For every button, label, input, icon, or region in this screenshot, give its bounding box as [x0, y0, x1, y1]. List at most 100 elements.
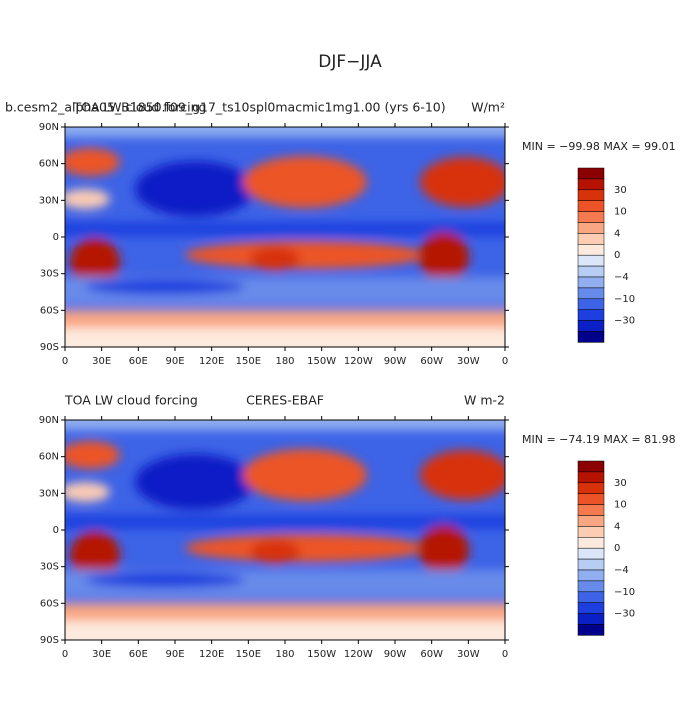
colorbar-box [577, 211, 605, 223]
lat-label: 30N [39, 195, 59, 206]
colorbar-label: −4 [614, 565, 629, 576]
colorbar-box [577, 222, 605, 234]
lon-label: 30E [92, 649, 111, 660]
lon-label: 0 [502, 649, 508, 660]
right-string: W/m² [471, 100, 505, 115]
lon-label: 150E [236, 356, 261, 367]
colorbar-box [577, 265, 605, 278]
colorbar-box [577, 167, 605, 180]
map-panel: b.cesm2_alpha05_B1850.f09_g17_ts10spl0ma… [5, 100, 676, 368]
colorbar-box [577, 482, 605, 494]
colorbar-label: −10 [614, 294, 635, 305]
lat-label: 0 [53, 232, 59, 243]
colorbar-label: 10 [614, 500, 627, 511]
figure-title: DJF−JJA [318, 52, 382, 72]
colorbar-box [577, 331, 605, 343]
colorbar-box [577, 537, 605, 549]
left-string: TOA LW cloud forcing [64, 393, 198, 408]
lon-label: 120E [199, 649, 224, 660]
colorbar-box [577, 547, 605, 560]
lon-label: 0 [62, 356, 68, 367]
lat-label: 60N [39, 452, 59, 463]
colorbar-box [577, 309, 605, 321]
lon-label: 90E [165, 356, 184, 367]
map-panel: TOA LW cloud forcing CERES-EBAF W m-2 MIN =… [39, 393, 676, 661]
lat-label: 60N [39, 159, 59, 170]
shaded-field [55, 410, 515, 651]
colorbar-label: 30 [614, 478, 627, 489]
lon-label: 60W [420, 356, 443, 367]
lon-label: 150W [307, 649, 336, 660]
colorbar-box [577, 276, 605, 289]
colorbar-box [577, 200, 605, 212]
lon-label: 90E [165, 649, 184, 660]
lat-label: 90N [39, 415, 59, 426]
center-string: CERES-EBAF [246, 393, 324, 408]
colorbar-box [577, 298, 605, 310]
colorbar-box [577, 591, 605, 603]
colorbar-label: 0 [614, 250, 620, 261]
lat-label: 90N [39, 122, 59, 133]
lat-label: 30S [40, 562, 59, 573]
colorbar-label: 4 [614, 228, 620, 239]
map-field [55, 410, 515, 651]
center-string: TOA LW cloud forcing [73, 100, 207, 115]
colorbar-box [577, 254, 605, 267]
colorbar-label: 30 [614, 185, 627, 196]
lat-label: 90S [40, 342, 59, 353]
colorbar-label: −30 [614, 609, 635, 620]
lon-label: 120E [199, 356, 224, 367]
colorbar-label: −10 [614, 587, 635, 598]
colorbar-box [577, 189, 605, 201]
min-max: MIN = −99.98 MAX = 99.01 [522, 140, 676, 153]
lon-label: 180 [275, 356, 294, 367]
colorbar-box [577, 178, 605, 191]
lon-label: 60E [129, 356, 148, 367]
lat-label: 30N [39, 488, 59, 499]
right-string: W m-2 [464, 393, 505, 408]
lon-label: 120W [344, 356, 373, 367]
lon-label: 90W [384, 356, 407, 367]
lon-label: 60E [129, 649, 148, 660]
lon-label: 30W [457, 649, 480, 660]
colorbar-label: 10 [614, 207, 627, 218]
lon-label: 30W [457, 356, 480, 367]
colorbar-box [577, 558, 605, 571]
left-string: b.cesm2_alpha05_B1850.f09_g17_ts10spl0ma… [5, 100, 446, 115]
colorbar-box [577, 580, 605, 593]
colorbar-box [577, 460, 605, 473]
lat-label: 0 [53, 525, 59, 536]
colorbar-label: 0 [614, 543, 620, 554]
colorbar-box [577, 624, 605, 636]
colorbar-box [577, 515, 605, 527]
colorbar-box [577, 504, 605, 516]
lon-label: 180 [275, 649, 294, 660]
map-field [55, 117, 515, 358]
lon-label: 90W [384, 649, 407, 660]
colorbar-box [577, 471, 605, 484]
lon-label: 150W [307, 356, 336, 367]
colorbar-box [577, 233, 605, 245]
colorbar-label: −30 [614, 316, 635, 327]
colorbar-box [577, 244, 605, 256]
min-max: MIN = −74.19 MAX = 81.98 [522, 433, 676, 446]
lat-label: 90S [40, 635, 59, 646]
colorbar-box [577, 602, 605, 614]
colorbar-box [577, 569, 605, 582]
colorbar-box [577, 320, 605, 332]
panels: b.cesm2_alpha05_B1850.f09_g17_ts10spl0ma… [5, 100, 676, 661]
lon-label: 120W [344, 649, 373, 660]
shaded-field [55, 117, 515, 358]
colorbar-box [577, 287, 605, 300]
lon-label: 60W [420, 649, 443, 660]
lon-label: 0 [62, 649, 68, 660]
lon-label: 150E [236, 649, 261, 660]
lon-label: 0 [502, 356, 508, 367]
colorbar-box [577, 493, 605, 505]
lat-label: 60S [40, 305, 59, 316]
lat-label: 60S [40, 598, 59, 609]
lon-label: 30E [92, 356, 111, 367]
colorbar-label: 4 [614, 521, 620, 532]
